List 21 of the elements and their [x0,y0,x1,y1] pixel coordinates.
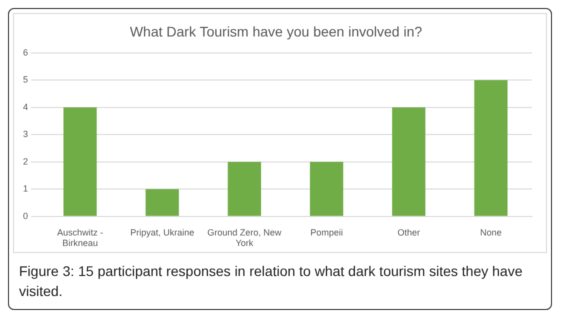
y-tick-label: 5 [22,74,28,85]
bar [310,162,344,216]
y-tick-label: 1 [22,184,28,194]
bar [146,189,179,216]
bar [392,107,426,216]
y-tick-label: 0 [22,210,28,221]
y-tick-label: 6 [22,47,28,58]
x-tick-label: Pompeii [310,227,343,238]
y-tick-label: 3 [22,129,28,140]
y-tick-label: 4 [22,102,28,112]
x-tick-label: Other [397,227,420,238]
x-tick-label: Pripyat, Ukraine [130,227,194,238]
chart-title: What Dark Tourism have you been involved in? [130,23,422,40]
caption: Figure 3: 15 participant responses in relation to what dark tourism sites they have visited. [19,262,524,301]
x-tick-label: None [480,227,502,238]
bar [63,107,97,216]
bar [228,162,262,216]
bar [474,80,508,216]
x-tick-label: Auschwitz - Birkneau [57,227,104,248]
y-tick-label: 2 [22,156,28,166]
x-tick-label: Ground Zero, New York [207,227,282,248]
